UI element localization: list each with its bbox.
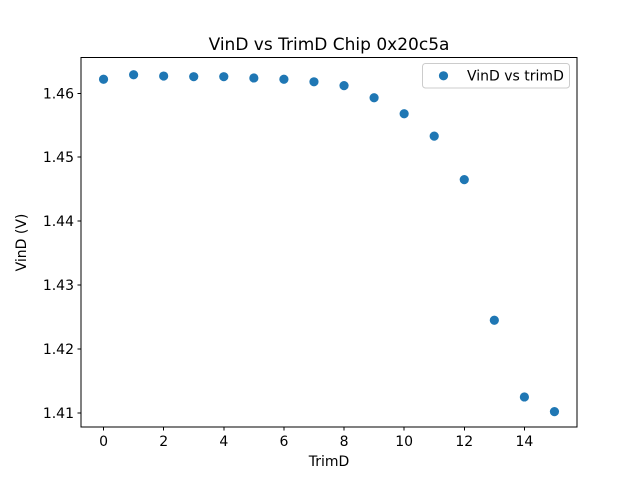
data-point [309,77,319,87]
data-point [399,109,409,119]
legend-marker-icon [438,71,449,81]
data-point [98,74,109,84]
data-point [159,71,169,81]
y-tick-label: 1.43 [43,278,74,294]
data-point [519,392,529,402]
y-tick-label: 1.45 [43,150,74,166]
data-point [129,70,139,80]
data-point [219,72,229,82]
data-point [489,315,499,325]
data-point [429,131,439,141]
x-tick-label: 8 [340,434,349,450]
legend-label: VinD vs trimD [467,69,564,85]
y-axis-ticks: 1.41 1.42 1.43 1.44 1.45 1.46 [43,86,81,422]
y-tick-label: 1.44 [43,214,74,230]
data-point [339,81,349,91]
legend-box [422,63,570,89]
x-tick-label: 0 [99,434,108,450]
x-tick-label: 6 [279,434,288,450]
data-point [459,175,469,185]
data-point [249,73,259,83]
y-tick-label: 1.41 [43,406,74,422]
data-point [279,74,289,84]
y-tick-label: 1.42 [43,342,74,358]
data-point [189,72,199,82]
y-tick-label: 1.46 [43,86,74,102]
y-axis-label: VinD (V) [14,214,30,272]
x-tick-label: 12 [455,434,473,450]
data-point [369,93,379,103]
chart-title: VinD vs TrimD Chip 0x20c5a [209,35,450,55]
x-tick-label: 10 [395,434,413,450]
plot-area [80,57,578,428]
x-tick-label: 14 [515,434,533,450]
x-tick-label: 2 [159,434,168,450]
legend: VinD vs trimD [422,63,570,89]
data-point [549,407,560,417]
x-tick-label: 4 [219,434,228,450]
x-axis-ticks: 0 2 4 6 8 10 12 14 [99,427,533,450]
x-axis-label: TrimD [308,454,350,470]
data-series [98,70,560,417]
